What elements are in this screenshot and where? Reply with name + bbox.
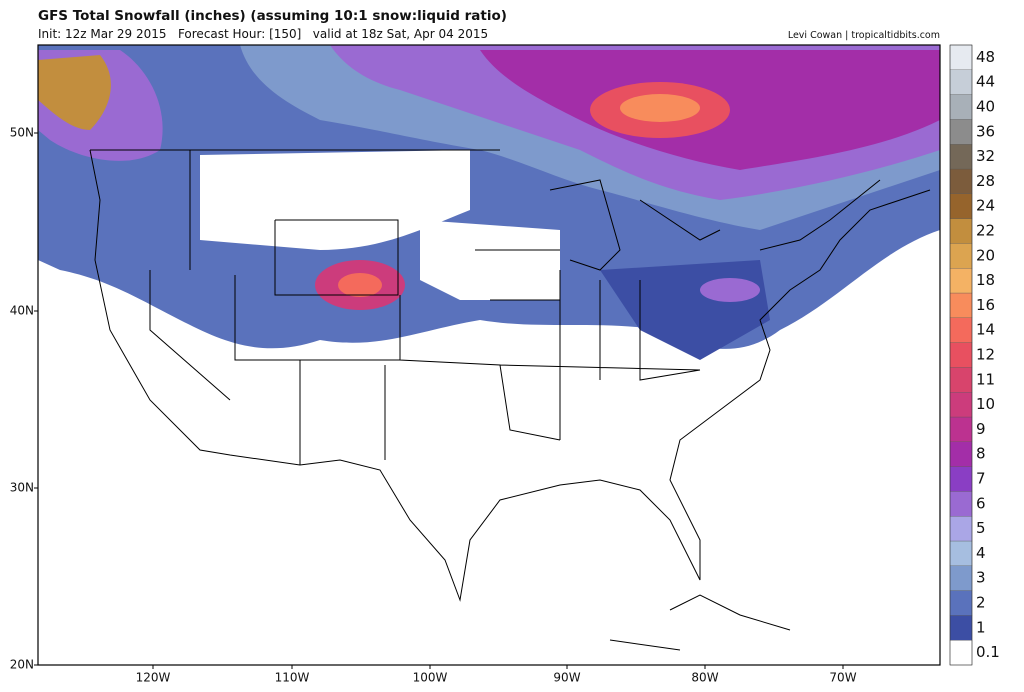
- colorbar-segment: [949, 540, 973, 566]
- colorbar-segment: [949, 243, 973, 269]
- colorbar-label: 8: [976, 445, 986, 463]
- colorbar-segment: [949, 292, 973, 318]
- lat-label: 30N: [10, 481, 34, 495]
- colorbar-frame: [949, 44, 973, 666]
- colorbar-label: 2: [976, 594, 986, 612]
- lon-label: 70W: [829, 671, 856, 685]
- colorbar-segment: [949, 416, 973, 442]
- colorbar-segment: [949, 491, 973, 517]
- colorbar-label: 16: [976, 296, 995, 314]
- colorbar-label: 22: [976, 222, 995, 240]
- colorbar-label: 14: [976, 321, 995, 339]
- colorbar-segment: [949, 69, 973, 95]
- colorbar-label: 18: [976, 271, 995, 289]
- colorbar-segment: [949, 317, 973, 343]
- colorbar-label: 3: [976, 569, 986, 587]
- lon-label: 120W: [136, 671, 171, 685]
- colorbar-segment: [949, 615, 973, 641]
- colorbar-label: 24: [976, 197, 995, 215]
- colorbar-segment: [949, 565, 973, 591]
- colorbar-segment: [949, 218, 973, 244]
- colorbar-segment: [949, 144, 973, 170]
- map-body: [38, 45, 940, 665]
- lon-label: 100W: [413, 671, 448, 685]
- colorbar-segment: [949, 590, 973, 616]
- colorbar-label: 11: [976, 370, 995, 388]
- colorbar-segment: [949, 640, 973, 666]
- colorbar-label: 10: [976, 395, 995, 413]
- colorbar-label: 44: [976, 73, 995, 91]
- colorbar-label: 0.1: [976, 643, 1000, 661]
- colorbar-label: 6: [976, 494, 986, 512]
- colorbar-label: 12: [976, 346, 995, 364]
- colorbar-label: 32: [976, 147, 995, 165]
- lon-label: 90W: [553, 671, 580, 685]
- colorbar-label: 48: [976, 48, 995, 66]
- colorbar-segment: [949, 367, 973, 393]
- map-frame: [37, 44, 941, 666]
- colorbar-label: 1: [976, 618, 986, 636]
- colorbar-segment: [949, 168, 973, 194]
- colorbar-segment: [949, 392, 973, 418]
- credit: Levi Cowan | tropicaltidbits.com: [788, 30, 940, 41]
- colorbar-segment: [949, 193, 973, 219]
- colorbar-label: 9: [976, 420, 986, 438]
- lat-label: 20N: [10, 658, 34, 672]
- colorbar-segment: [949, 342, 973, 368]
- colorbar-label: 40: [976, 98, 995, 116]
- lat-label: 50N: [10, 126, 34, 140]
- colorbar-segment: [949, 441, 973, 467]
- lon-label: 80W: [691, 671, 718, 685]
- colorbar-segment: [949, 119, 973, 145]
- colorbar-label: 7: [976, 470, 986, 488]
- colorbar-label: 4: [976, 544, 986, 562]
- colorbar-segment: [949, 44, 973, 70]
- lon-label: 110W: [275, 671, 310, 685]
- colorbar-segment: [949, 94, 973, 120]
- colorbar-segment: [949, 268, 973, 294]
- colorbar-segment: [949, 466, 973, 492]
- colorbar-label: 5: [976, 519, 986, 537]
- colorbar-label: 36: [976, 122, 995, 140]
- colorbar-segment: [949, 516, 973, 542]
- lat-label: 40N: [10, 304, 34, 318]
- colorbar-label: 20: [976, 246, 995, 264]
- subtitle: Init: 12z Mar 29 2015 Forecast Hour: [15…: [38, 27, 488, 41]
- colorbar-label: 28: [976, 172, 995, 190]
- title: GFS Total Snowfall (inches) (assuming 10…: [38, 8, 507, 24]
